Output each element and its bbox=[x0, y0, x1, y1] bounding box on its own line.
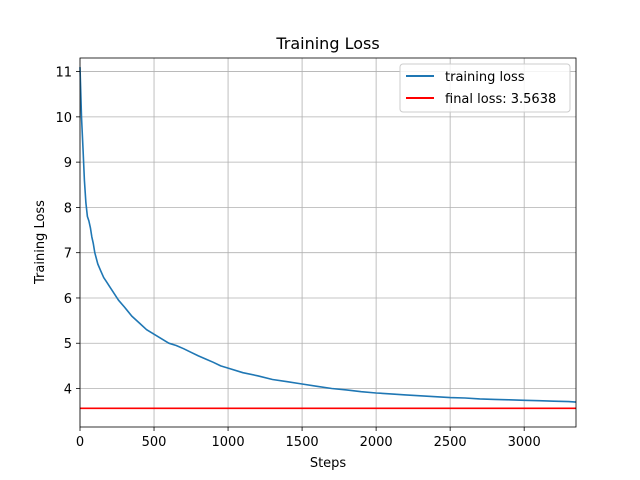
y-tick-label: 6 bbox=[64, 292, 72, 307]
training-loss-line bbox=[79, 67, 577, 403]
y-axis-label: Training Loss bbox=[33, 200, 48, 285]
legend-label-final-loss: final loss: 3.5638 bbox=[445, 92, 556, 107]
y-tick-label: 11 bbox=[55, 66, 72, 81]
x-axis-label: Steps bbox=[310, 456, 347, 471]
legend-label-training-loss: training loss bbox=[445, 70, 525, 85]
y-tick-label: 8 bbox=[64, 201, 72, 216]
x-tick-label: 2000 bbox=[360, 435, 393, 450]
x-tick-label: 1000 bbox=[212, 435, 245, 450]
legend: training loss final loss: 3.5638 bbox=[399, 63, 571, 113]
x-tick-label: 2500 bbox=[434, 435, 467, 450]
y-tick-label: 4 bbox=[64, 383, 72, 398]
y-tick-label: 7 bbox=[64, 247, 72, 262]
x-tick-label: 3000 bbox=[508, 435, 541, 450]
x-tick-label: 500 bbox=[142, 435, 167, 450]
x-tick-label: 1500 bbox=[286, 435, 319, 450]
x-tick-label: 0 bbox=[76, 435, 84, 450]
grid-lines bbox=[79, 58, 576, 427]
y-tick-label: 9 bbox=[64, 156, 72, 171]
axis-ticks: 0 500 1000 1500 2000 2500 3000 4 5 6 7 8 9 10 11 bbox=[55, 66, 540, 450]
chart-title: Training Loss bbox=[275, 34, 379, 53]
y-tick-label: 5 bbox=[64, 337, 72, 352]
plot-frame bbox=[79, 57, 577, 428]
series-group bbox=[79, 67, 577, 410]
legend-box bbox=[399, 63, 571, 113]
y-tick-label: 10 bbox=[55, 111, 72, 126]
